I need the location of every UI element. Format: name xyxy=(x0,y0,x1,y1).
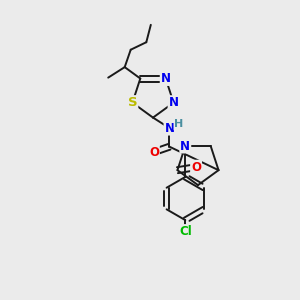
Text: O: O xyxy=(149,146,159,159)
Text: O: O xyxy=(191,161,201,174)
Text: Cl: Cl xyxy=(179,225,192,238)
Text: H: H xyxy=(175,119,184,130)
Text: N: N xyxy=(164,122,175,135)
Text: N: N xyxy=(180,140,190,152)
Text: N: N xyxy=(169,96,178,109)
Text: S: S xyxy=(128,96,137,109)
Text: N: N xyxy=(161,72,171,85)
